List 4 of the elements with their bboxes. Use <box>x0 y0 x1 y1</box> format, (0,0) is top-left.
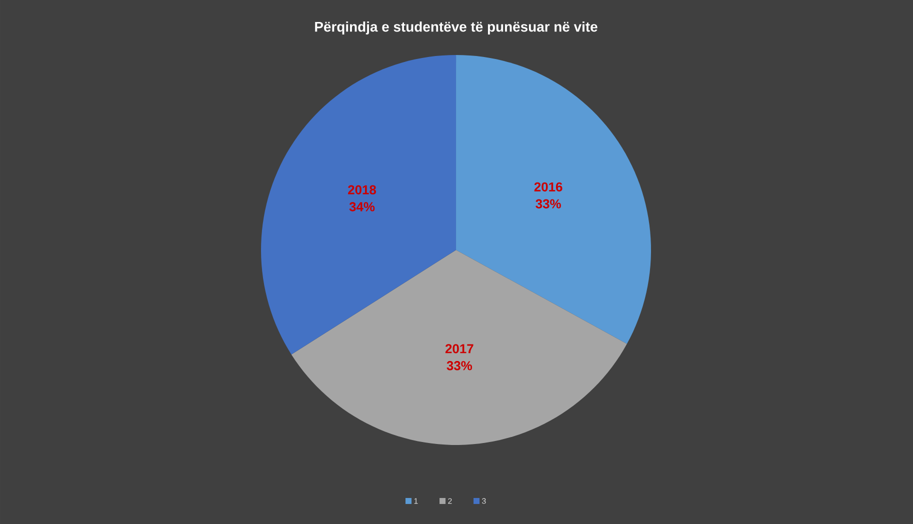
data-label: 2017 33% <box>445 344 474 370</box>
data-label: 2018 34% <box>348 185 376 212</box>
chart-title: Përqindja e studentëve të punësuar në vite <box>315 21 598 34</box>
data-label: 2016 33% <box>534 182 562 208</box>
